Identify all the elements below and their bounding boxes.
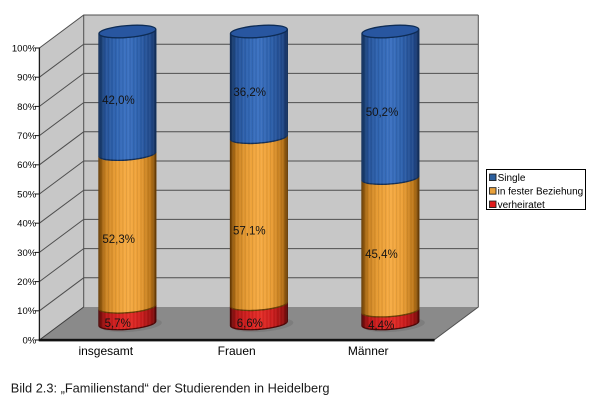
- svg-text:5,7%: 5,7%: [105, 318, 131, 330]
- svg-text:100%: 100%: [12, 43, 37, 54]
- svg-text:80%: 80%: [17, 102, 37, 113]
- svg-text:40%: 40%: [17, 219, 37, 230]
- svg-text:in fester Beziehung: in fester Beziehung: [498, 186, 584, 197]
- svg-text:Single: Single: [498, 173, 526, 184]
- svg-text:57,1%: 57,1%: [233, 226, 266, 238]
- svg-text:20%: 20%: [17, 277, 37, 288]
- svg-text:insgesamt: insgesamt: [78, 344, 133, 358]
- svg-text:42,0%: 42,0%: [102, 95, 135, 107]
- svg-text:45,4%: 45,4%: [365, 249, 398, 261]
- svg-text:6,6%: 6,6%: [237, 318, 263, 330]
- svg-text:Bild 2.3: „Familienstand“ der: Bild 2.3: „Familienstand“ der Studierend…: [11, 381, 330, 396]
- svg-text:0%: 0%: [22, 335, 36, 346]
- svg-text:60%: 60%: [17, 160, 37, 171]
- svg-text:90%: 90%: [17, 73, 37, 84]
- svg-text:4,4%: 4,4%: [368, 320, 394, 332]
- svg-text:36,2%: 36,2%: [233, 87, 266, 99]
- svg-text:30%: 30%: [17, 248, 37, 259]
- svg-text:50%: 50%: [17, 189, 37, 200]
- svg-text:70%: 70%: [17, 131, 37, 142]
- svg-text:Frauen: Frauen: [218, 344, 256, 358]
- svg-text:Männer: Männer: [348, 344, 389, 358]
- svg-text:52,3%: 52,3%: [102, 234, 135, 246]
- svg-text:10%: 10%: [17, 306, 37, 317]
- svg-text:50,2%: 50,2%: [366, 107, 399, 119]
- svg-text:verheiratet: verheiratet: [498, 200, 545, 211]
